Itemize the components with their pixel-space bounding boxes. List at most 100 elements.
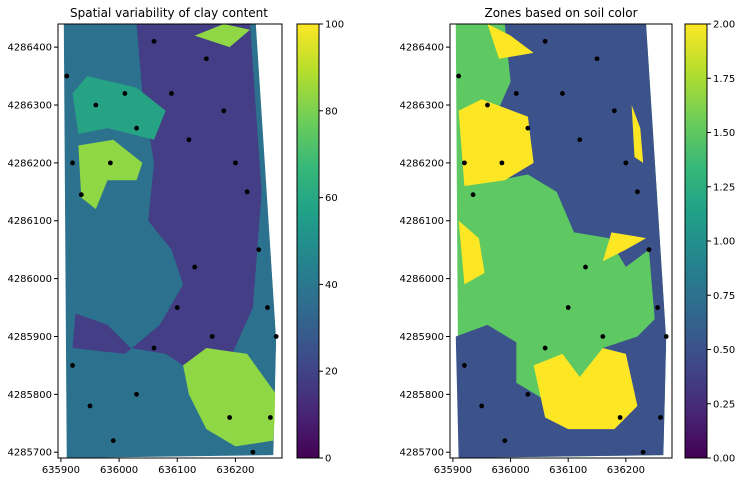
sample-point — [250, 449, 256, 455]
sample-point — [209, 334, 215, 339]
sample-point — [122, 91, 128, 96]
contour-region-2 — [458, 220, 485, 285]
y-tick-label: 4286200 — [7, 158, 52, 169]
sample-point — [265, 305, 270, 310]
sample-point — [611, 108, 617, 114]
x-tick-label: 636200 — [216, 465, 254, 476]
sample-point — [462, 160, 467, 166]
y-tick-label: 4285700 — [7, 448, 52, 459]
sample-point — [151, 38, 157, 44]
sample-point — [233, 160, 238, 166]
sample-point — [479, 403, 485, 409]
colorbar-tick-label: 20 — [325, 367, 338, 378]
sample-point — [594, 56, 600, 62]
soil-color-chart: Zones based on soil color 635900 636000 63… — [399, 6, 735, 476]
sample-point — [525, 125, 531, 131]
contour-region-5 — [487, 24, 534, 59]
sample-point — [485, 102, 490, 108]
sample-point — [577, 137, 583, 143]
y-tick-label: 4286400 — [399, 43, 444, 54]
colorbar — [296, 23, 320, 459]
x-tick-label: 636100 — [158, 465, 196, 476]
sample-point — [560, 91, 565, 96]
x-tick-label: 636200 — [607, 465, 645, 476]
colorbar — [684, 23, 708, 459]
sample-point — [169, 91, 174, 96]
sample-point — [107, 160, 113, 166]
colorbar-tick-label: 100 — [325, 20, 344, 31]
sample-point — [542, 345, 548, 351]
colorbar-tick-label: 2.00 — [713, 20, 735, 31]
axes-frame — [449, 23, 673, 459]
sample-point — [186, 137, 192, 143]
y-tick-label: 4286100 — [7, 216, 52, 227]
sample-point — [462, 363, 467, 368]
colorbar-tick-label: 0.00 — [713, 454, 735, 465]
colorbar-tick-label: 60 — [325, 193, 338, 204]
sample-point — [623, 160, 629, 166]
sample-point — [655, 305, 660, 310]
sample-point — [499, 160, 505, 166]
sample-point — [134, 125, 139, 131]
clay-chart: Spatial variability of clay content 6359… — [7, 6, 344, 476]
sample-point — [203, 56, 209, 62]
y-tick-label: 4286400 — [7, 43, 52, 54]
colorbar-tick-label: 0.25 — [713, 399, 735, 410]
colorbar-tick-label: 80 — [325, 106, 338, 117]
y-tick-label: 4286000 — [7, 274, 52, 285]
y-tick-label: 4286300 — [7, 101, 52, 112]
sample-point — [192, 264, 198, 270]
contour-region-4 — [194, 24, 250, 48]
axes-frame — [57, 23, 283, 459]
colorbar-tick-label: 1.00 — [713, 237, 735, 248]
sample-point — [542, 38, 548, 44]
contour-region-3 — [183, 348, 277, 447]
colorbar-tick-label: 0 — [325, 454, 331, 465]
contour-region-0 — [72, 24, 262, 377]
sample-point — [134, 391, 139, 397]
y-tick-label: 4286000 — [399, 274, 444, 285]
sample-point — [87, 403, 93, 409]
sample-point — [646, 247, 652, 253]
sample-point — [565, 305, 571, 310]
outside-field-mask — [646, 24, 672, 458]
colorbar-tick-label: 0.75 — [713, 291, 735, 302]
sample-point — [110, 438, 116, 444]
outside-field-mask — [256, 24, 282, 458]
sample-point — [227, 415, 233, 420]
sample-point — [64, 73, 70, 79]
contour-region-6 — [631, 105, 644, 163]
sample-point — [502, 438, 508, 444]
x-tick-label: 635900 — [434, 465, 472, 476]
sample-point — [617, 415, 623, 420]
chart-title: Spatial variability of clay content — [70, 6, 268, 20]
contour-region-4 — [602, 232, 647, 262]
sample-point — [244, 189, 250, 195]
contour-region-2 — [78, 139, 143, 210]
sample-point — [70, 363, 75, 368]
sample-point — [640, 449, 646, 455]
sample-point — [663, 334, 669, 339]
sample-point — [635, 189, 640, 195]
sample-point — [221, 108, 227, 114]
sample-point — [583, 264, 588, 270]
y-tick-label: 4286300 — [399, 101, 444, 112]
colorbar-tick-label: 1.25 — [713, 182, 735, 193]
colorbar-tick-label: 1.50 — [713, 128, 735, 139]
sample-point — [470, 192, 476, 198]
sample-point — [151, 345, 157, 351]
y-tick-label: 4285800 — [399, 390, 444, 401]
y-tick-label: 4286200 — [399, 158, 444, 169]
y-tick-label: 4285900 — [7, 332, 52, 343]
sample-point — [267, 415, 273, 420]
contour-region-1 — [72, 76, 166, 140]
y-tick-label: 4285700 — [399, 448, 444, 459]
sample-point — [513, 91, 519, 96]
x-tick-label: 635900 — [42, 465, 80, 476]
sample-point — [174, 305, 180, 310]
sample-point — [658, 415, 663, 420]
sample-point — [78, 192, 84, 198]
chart-title: Zones based on soil color — [484, 6, 637, 20]
sample-point — [93, 102, 99, 108]
